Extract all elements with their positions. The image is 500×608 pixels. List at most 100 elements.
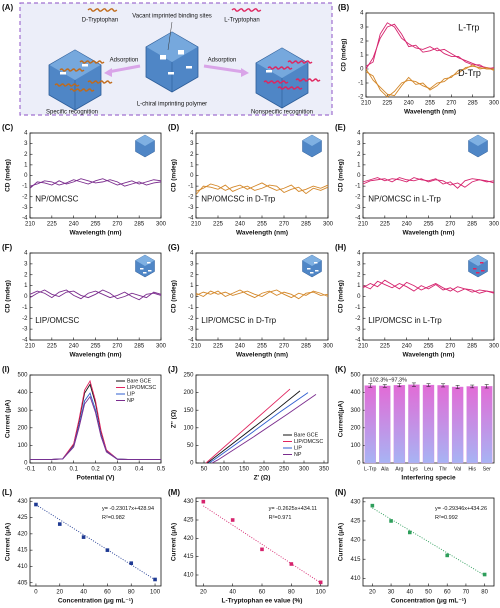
tryptophan [231,8,262,12]
y-tick-label: 500 [17,373,28,379]
x-tick-label: 255 [257,344,268,350]
y-tick-label: 300 [350,408,361,414]
panel-label: (A) [2,3,13,12]
y-tick-label: 500 [350,373,361,379]
data-line [208,392,309,464]
tryptophan [54,83,80,87]
annotation: NP/OMCSC in L-Trp [368,194,441,203]
y-tick-label: 250 [183,373,194,379]
x-tick-label: 300 [489,101,500,107]
x-tick-label: 285 [134,344,145,350]
x-tick-label: 300 [156,222,167,228]
x-tick-label: 225 [380,222,391,228]
x-tick-label: 80 [128,590,135,596]
panel-label: (B) [338,3,349,12]
y-tick-label: 1 [190,283,194,289]
x-tick-label: 255 [425,101,436,107]
y-tick-label: 415 [183,554,194,560]
x-tick-label: 0 [34,590,38,596]
y-axis-label: CD (mdeg) [171,159,178,192]
x-tick-label: 240 [235,344,246,350]
chart-panel: (I) 0 100 200 300 400 500 -0.1 0.0 0.1 0.2 0.3 0.4 0.… [2,365,166,482]
icon-site [315,270,319,272]
data-line [29,289,162,300]
chart-panel: (B) -2 -1 0 1 2 3 4 210 225 240 255 270 285 300 Wavelen… [338,3,500,116]
x-tick-label: 240 [402,222,413,228]
error-bar [441,383,446,388]
x-tick-label: Arg [395,466,403,472]
y-tick-label: -3 [22,327,28,333]
panel-label: (L) [2,488,13,497]
x-tick-label: 60 [259,590,266,596]
x-tick-label: 100 [219,467,230,473]
data-point [105,548,110,552]
annotation: R²=0.971 [269,515,292,521]
x-tick-label: 20 [56,590,63,596]
fit-line [203,505,321,584]
annotation: 102.3%~97.3% [370,378,408,384]
annotation: D-Trp [458,68,481,78]
chart-panel: (D) -4 -3 -2 -1 0 1 2 3 4 210 225 240 255 270 285 300 Wav… [168,123,334,237]
x-tick-label: 0.4 [135,467,144,473]
y-tick-label: 3 [190,141,194,147]
y-tick-label: 1 [24,283,28,289]
chart-panel: (F) -4 -3 -2 -1 0 1 2 3 4 210 225 240 255 270 285 300 Wav… [2,243,167,359]
y-tick-label: 3 [357,141,361,147]
x-tick-label: 70 [463,590,470,596]
y-axis-label: Current (μA) [5,523,12,561]
x-axis-label: Potential (V) [77,475,115,482]
y-axis-label: CD (mdeg) [5,159,12,192]
x-tick-label: 350 [319,467,330,473]
y-tick-label: 2 [190,272,194,278]
y-tick-label: 400 [350,390,361,396]
y-tick-label: -4 [22,216,28,222]
binding-site [178,52,184,55]
x-tick-label: 285 [301,344,312,350]
icon-site [481,270,485,272]
annotation: y= -0.23017x+428.94 [102,506,154,512]
annotation: NP/OMCSC in D-Trp [201,194,275,203]
x-tick-label: 300 [156,344,167,350]
y-tick-label: -1 [22,184,28,190]
legend-label: Bare GCE [127,378,152,384]
x-tick-label: 0.3 [113,467,122,473]
data-line [29,178,162,187]
x-tick-label: 80 [288,590,295,596]
data-line [195,289,329,299]
panel-label: (F) [2,243,13,252]
y-tick-label: 0 [24,461,28,467]
y-tick-label: 2 [357,152,361,158]
y-tick-label: 0 [24,173,28,179]
fit-line [35,504,156,581]
fit-line [372,507,485,576]
tryptophan [87,80,113,84]
y-tick-label: 4 [357,131,361,137]
x-axis-label: Wavelength (nm) [236,230,288,237]
icon-site [314,262,318,264]
y-tick-label: -1 [188,184,194,190]
chart-panel: (L) 405 410 415 420 425 430 0 20 40 60 80 100 Concent… [2,488,162,605]
x-tick-label: 270 [279,344,290,350]
annotation: y= -0.29346x+434.26 [435,506,487,512]
arrow [203,64,245,74]
x-axis-label: Wavelength (nm) [402,230,454,237]
error-bar [470,384,475,389]
x-tick-label: 270 [279,222,290,228]
y-tick-label: -1 [358,81,364,87]
bar [408,384,420,464]
binding-site [168,72,174,75]
y-tick-label: 0 [190,294,194,300]
panel-label: (G) [168,243,180,252]
y-tick-label: 2 [360,39,364,45]
x-tick-label: 240 [69,344,80,350]
y-tick-label: 1 [357,283,361,289]
x-axis-label: Wavelength (nm) [404,109,456,116]
y-tick-label: 3 [190,261,194,267]
y-tick-label: 300 [17,408,28,414]
y-tick-label: -4 [355,338,361,344]
x-tick-label: 270 [112,222,123,228]
y-tick-label: 200 [17,425,28,431]
y-tick-label: -4 [188,216,194,222]
y-tick-label: 420 [183,536,194,542]
y-tick-label: 50 [187,443,194,449]
